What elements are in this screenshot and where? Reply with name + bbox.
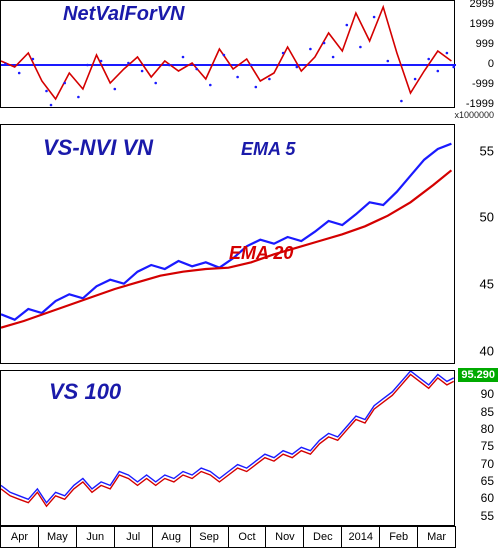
y-tick: 70 xyxy=(479,457,496,471)
y-tick: -1999 xyxy=(464,98,496,110)
y-tick: 60 xyxy=(479,491,496,505)
panel-vsnvi: VS-NVI VN EMA 5 EMA 20 xyxy=(0,124,455,364)
y-tick: 65 xyxy=(479,474,496,488)
y-tick: 80 xyxy=(479,422,496,436)
y-tick: 999 xyxy=(474,38,496,50)
panel-netval-unit: x1000000 xyxy=(454,110,494,120)
y-tick: 50 xyxy=(478,210,496,225)
x-tick: Feb xyxy=(380,527,418,547)
panel-netval-yaxis: 2999 1999 999 0 -999 -1999 xyxy=(456,0,500,108)
x-tick: Oct xyxy=(229,527,267,547)
panel-vs100: VS 100 xyxy=(0,370,455,526)
panel-vs100-title: VS 100 xyxy=(49,379,121,405)
panel-netval-title: NetValForVN xyxy=(63,3,185,26)
y-tick: 85 xyxy=(479,405,496,419)
y-tick: 1999 xyxy=(468,18,496,30)
x-tick: Jul xyxy=(115,527,153,547)
y-tick: 90 xyxy=(479,387,496,401)
x-axis: AprMayJunJulAugSepOctNovDec2014FebMar xyxy=(0,526,456,548)
x-tick: Nov xyxy=(266,527,304,547)
y-tick: 0 xyxy=(486,58,496,70)
panel-vsnvi-title: VS-NVI VN xyxy=(43,135,153,161)
y-tick: 55 xyxy=(479,509,496,523)
label-ema20: EMA 20 xyxy=(229,243,293,264)
x-tick: Mar xyxy=(418,527,455,547)
x-tick: May xyxy=(39,527,77,547)
x-tick: Dec xyxy=(304,527,342,547)
vs100-price-badge: 95.290 xyxy=(458,368,498,382)
y-tick: 55 xyxy=(478,143,496,158)
y-tick: 40 xyxy=(478,343,496,358)
panel-netval: NetValForVN xyxy=(0,0,455,108)
y-tick: -999 xyxy=(470,78,496,90)
panel-vsnvi-yaxis: 55 50 45 40 xyxy=(456,124,500,364)
y-tick: 45 xyxy=(478,277,496,292)
panel-vs100-yaxis: 90 85 80 75 70 65 60 55 xyxy=(456,370,500,526)
x-tick: Aug xyxy=(153,527,191,547)
y-tick: 2999 xyxy=(468,0,496,10)
label-ema5: EMA 5 xyxy=(241,139,295,160)
y-tick: 75 xyxy=(479,439,496,453)
x-tick: Jun xyxy=(77,527,115,547)
x-tick: Apr xyxy=(1,527,39,547)
x-tick: 2014 xyxy=(342,527,380,547)
x-tick: Sep xyxy=(191,527,229,547)
